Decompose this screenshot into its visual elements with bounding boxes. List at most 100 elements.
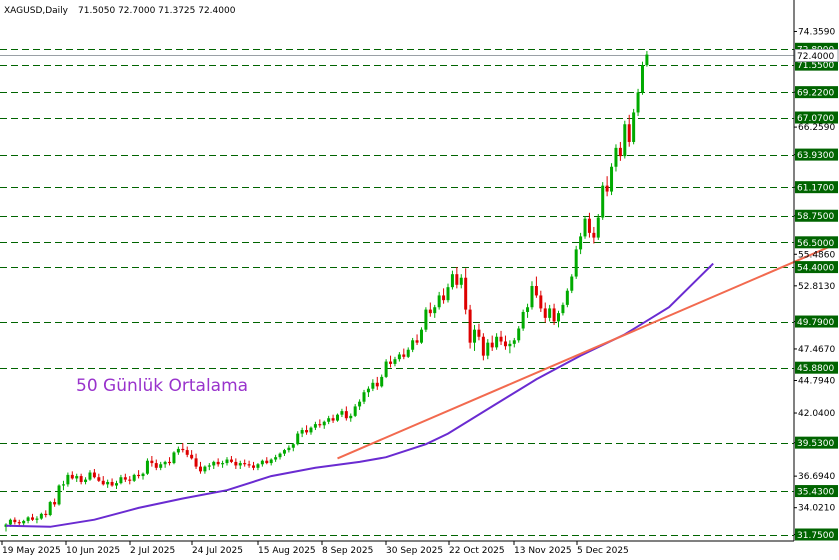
candle-body	[269, 459, 273, 464]
candle-up	[48, 500, 52, 517]
candle-down	[128, 476, 132, 485]
candle-down	[243, 459, 247, 467]
candle-up	[39, 512, 43, 520]
candle-body	[455, 274, 459, 285]
candle-up	[570, 274, 574, 294]
candle-body	[605, 185, 609, 192]
candle-down	[415, 334, 419, 346]
candle-up	[336, 413, 339, 422]
candle-body	[433, 307, 437, 314]
candle-up	[530, 281, 534, 310]
current-price-tag: 72.4000	[794, 49, 839, 62]
candle-up	[260, 459, 264, 467]
candle-down	[101, 476, 105, 486]
candle-body	[618, 147, 622, 157]
price-level-tag-bg	[795, 148, 838, 161]
current-price-tag-label: 72.4000	[797, 52, 834, 62]
candle-down	[539, 290, 543, 312]
candle-body	[243, 463, 247, 465]
price-level-tag: 58.7500	[795, 209, 838, 222]
candle-body	[260, 460, 264, 465]
date-tick-label: 5 Dec 2025	[577, 546, 629, 556]
trendline[interactable]	[337, 242, 838, 460]
candle-body	[61, 484, 65, 486]
candle-body	[446, 287, 450, 301]
candle-up	[640, 61, 644, 95]
candle-body	[384, 361, 388, 377]
candle-down	[31, 513, 35, 521]
candle-up	[508, 340, 512, 354]
candle-body	[238, 463, 242, 466]
candle-body	[530, 285, 534, 308]
candle-body	[596, 217, 600, 238]
time-axis[interactable]: 19 May 2025 10 Jun 2025 2 Jul 2025 24 Jul 2…	[1, 541, 629, 556]
candle-down	[499, 330, 503, 346]
candle-body	[313, 424, 317, 428]
price-tick-label: 44.7940	[798, 377, 835, 387]
candle-body	[26, 517, 30, 521]
candle-down	[305, 425, 309, 435]
candle-body	[84, 479, 88, 482]
candle-up	[4, 523, 8, 532]
candle-body	[486, 342, 490, 356]
candle-down	[13, 517, 17, 525]
candle-up	[287, 445, 291, 453]
current-price-tag-bg	[794, 49, 839, 62]
candle-up	[66, 472, 70, 487]
price-level-tag-label: 31.7500	[797, 531, 834, 541]
candle-body	[468, 309, 472, 343]
candle-down	[481, 333, 485, 361]
candle-up	[225, 457, 229, 466]
candle-body	[35, 518, 39, 520]
candle-body	[115, 483, 118, 486]
candle-up	[450, 270, 454, 290]
candle-up	[176, 446, 180, 455]
price-axis[interactable]: 74.3590 72.4000 69.2200 66.2590 63.9300 61.17…	[794, 27, 839, 541]
candle-body	[499, 336, 503, 342]
candle-up	[517, 326, 521, 343]
candle-body	[539, 295, 543, 309]
price-level-tag-bg	[795, 361, 838, 374]
candle-body	[614, 147, 618, 167]
price-level-tag-label: 49.7900	[797, 318, 834, 328]
candle-body	[503, 341, 507, 347]
candle-body	[137, 474, 141, 477]
candle-down	[618, 141, 622, 161]
candle-up	[645, 51, 649, 67]
candle-down	[552, 303, 556, 325]
candle-body	[190, 454, 194, 459]
candle-down	[53, 498, 57, 507]
candle-up	[61, 480, 65, 491]
candle-up	[557, 310, 560, 328]
candle-body	[212, 461, 216, 466]
price-level-tag-label: 45.8800	[797, 364, 834, 374]
candle-body	[221, 463, 225, 465]
candle-down	[389, 355, 393, 368]
candle-body	[473, 329, 477, 343]
candle-up	[159, 461, 163, 471]
candle-body	[97, 477, 101, 481]
candle-body	[234, 461, 238, 466]
candle-down	[468, 304, 472, 349]
candle-body	[13, 519, 17, 523]
candle-up	[119, 474, 123, 485]
candle-body	[508, 343, 512, 347]
price-level-tag-bg	[795, 485, 838, 498]
price-level-tag: 63.9300	[795, 148, 838, 161]
candle-down	[150, 455, 154, 467]
price-level-tag: 56.5000	[795, 236, 838, 249]
price-level-tag: 69.2200	[795, 86, 838, 99]
candle-down	[154, 459, 158, 471]
ma50-line	[5, 262, 714, 528]
candle-up	[313, 421, 317, 431]
candle-body	[389, 361, 393, 364]
candle-down	[455, 267, 459, 289]
candle-up	[579, 232, 583, 255]
date-tick-label: 2 Jul 2025	[130, 546, 175, 556]
candle-body	[406, 349, 410, 357]
candle-body	[587, 218, 591, 233]
candle-body	[110, 481, 114, 486]
candle-down	[123, 473, 127, 482]
